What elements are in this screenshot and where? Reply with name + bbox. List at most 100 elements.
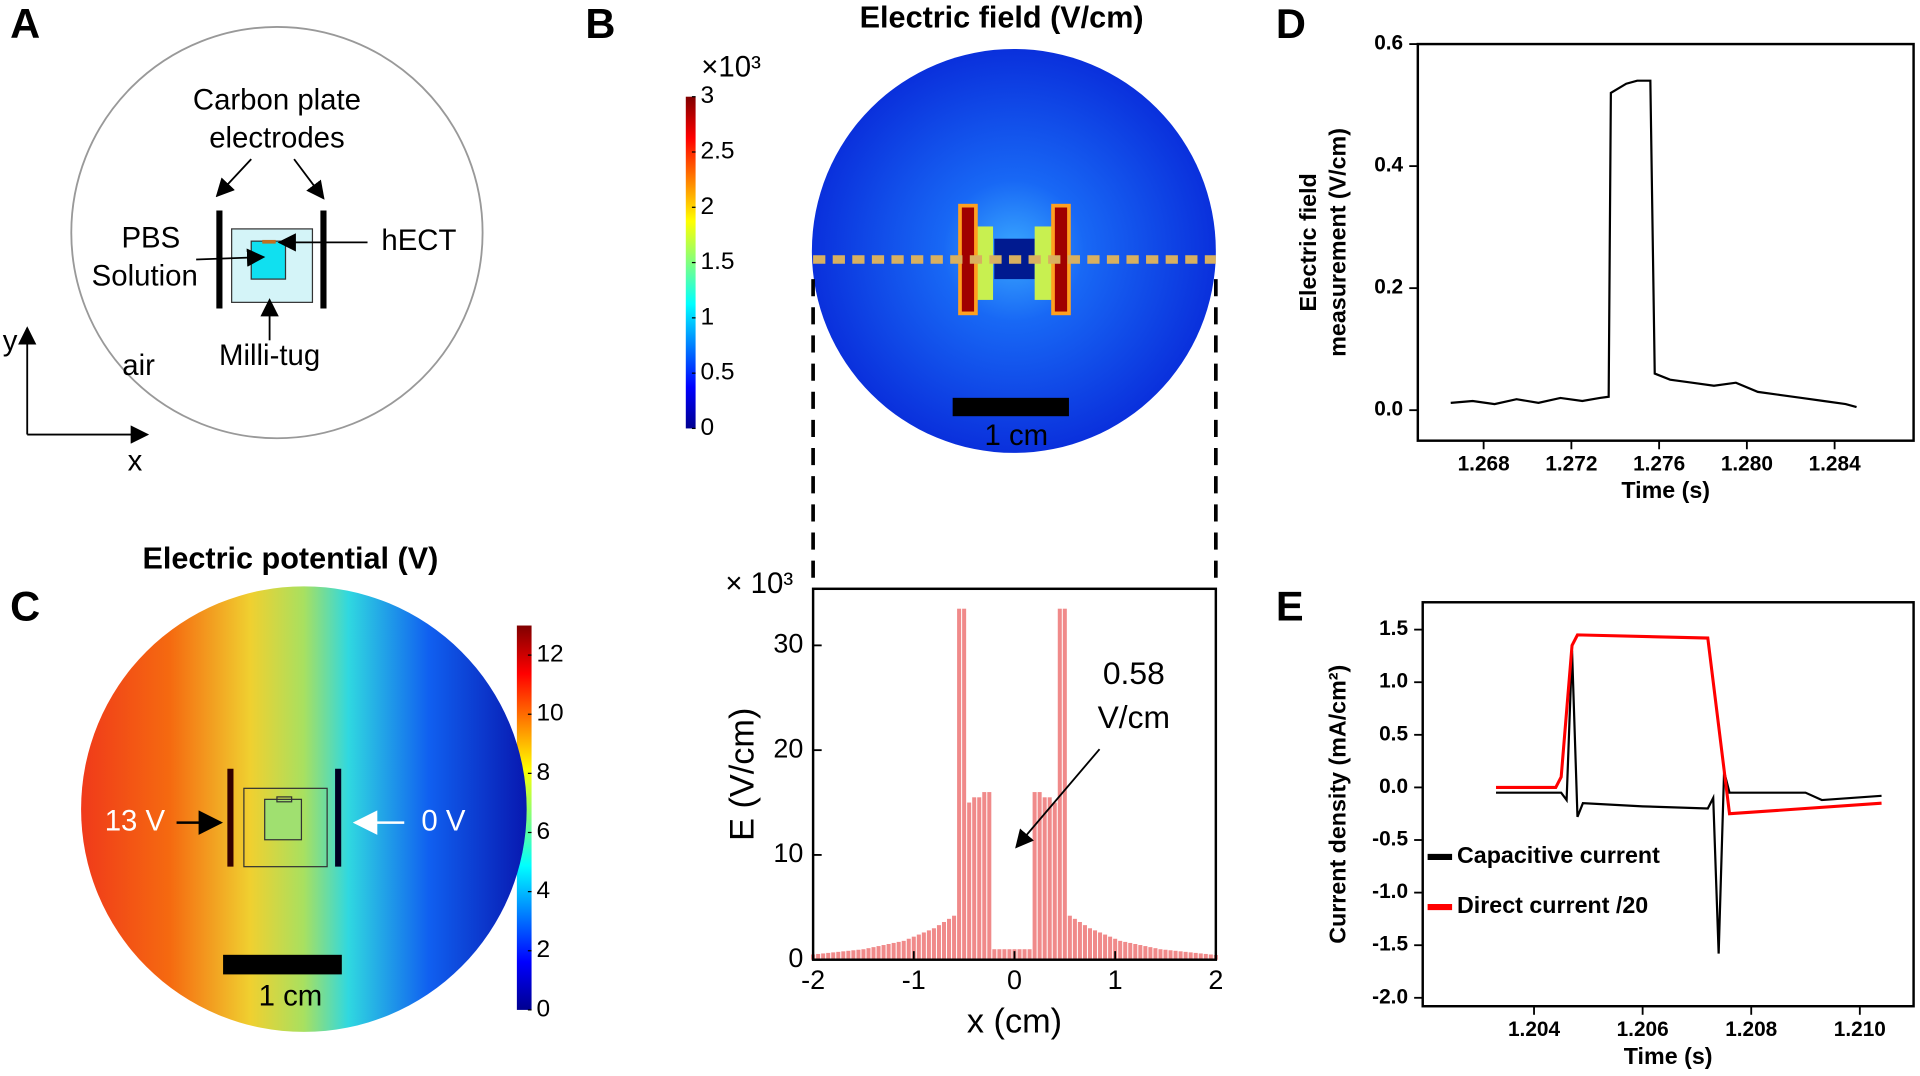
panel-label: A (10, 0, 40, 47)
x-tick-label: 1 (1108, 965, 1123, 995)
bar (982, 792, 987, 960)
y-tick-label: 30 (773, 628, 803, 658)
label: PBS (121, 222, 180, 255)
x-axis-label: x (cm) (967, 1002, 1062, 1040)
x-tick-label: 1.284 (1809, 453, 1861, 476)
bar (1138, 945, 1143, 960)
bar (831, 952, 836, 960)
colorbar-tick-label: 1.5 (700, 248, 734, 275)
bar (896, 941, 901, 960)
bar (1163, 949, 1168, 960)
panel-label: D (1276, 0, 1306, 47)
scale-bar (952, 397, 1069, 417)
annotation-arrow (1015, 748, 1101, 849)
bar (1087, 928, 1092, 960)
title: Electric field (V/cm) (860, 1, 1144, 35)
label: Solution (92, 260, 198, 293)
bar (821, 953, 826, 960)
x-tick-label: -1 (902, 965, 926, 995)
bar (1188, 952, 1193, 960)
bar (901, 940, 906, 960)
bar (866, 948, 871, 960)
x-tick-label: 1.280 (1721, 453, 1773, 476)
bar (861, 949, 866, 960)
bar (886, 943, 891, 960)
bar (916, 934, 921, 960)
bar (1193, 952, 1198, 960)
y-tick-label: 0.0 (1374, 398, 1403, 421)
pbs (250, 240, 287, 280)
bar (841, 951, 846, 960)
x-tick-label: 1.276 (1633, 453, 1685, 476)
bar (846, 950, 851, 960)
panel-labels: A B C D E (10, 0, 1306, 630)
colorbar-tick-label: 0 (536, 995, 550, 1022)
label: x (128, 444, 143, 477)
plot-frame (811, 587, 1218, 961)
colorbar-tick-label: 2 (536, 936, 550, 963)
y-tick-label: -1.0 (1372, 880, 1408, 903)
bar (952, 915, 957, 960)
bar (921, 932, 926, 960)
x-tick-label: 1.206 (1617, 1018, 1669, 1041)
y-tick-label: 1.5 (1379, 617, 1408, 640)
scale-label: 1 cm (259, 979, 323, 1012)
label: 13 V (105, 804, 166, 837)
x-tick-label: 1.272 (1545, 453, 1597, 476)
y-tick-label: 0.0 (1379, 775, 1408, 798)
panel-c-map: Electric potential (V) 13 V 0 V 1 cm (81, 542, 532, 1032)
colorbar-tick-label: 1 (700, 303, 714, 330)
x-tick-label: 2 (1208, 965, 1223, 995)
bar (1067, 915, 1072, 960)
colorbar-tick-label: 6 (536, 818, 550, 845)
y-tick-label: 1.0 (1379, 670, 1408, 693)
bar (1042, 797, 1047, 960)
label: Carbon plate (193, 83, 361, 116)
bar (1178, 951, 1183, 960)
bar (851, 950, 856, 960)
x-axis-label: Time (s) (1621, 477, 1710, 503)
bar (1017, 949, 1022, 960)
scale-bar (223, 954, 342, 975)
colorbar-tick-label: 0 (700, 414, 714, 441)
bar (987, 792, 992, 960)
plot-frame (1416, 42, 1915, 442)
y-tick-label: 20 (773, 733, 803, 763)
colorbar-tick-label: 0.5 (700, 359, 734, 386)
scale-label: 1 cm (984, 419, 1048, 452)
label: Milli-tug (219, 339, 320, 372)
bar (1072, 918, 1077, 960)
arrow (215, 158, 252, 198)
potential-map (81, 586, 527, 1032)
bar (1047, 797, 1052, 960)
line (1496, 650, 1882, 954)
y-axis-label: Electric field (1295, 173, 1321, 311)
y-tick-label: -1.5 (1372, 933, 1408, 956)
bar (936, 925, 941, 960)
bar (1062, 608, 1067, 960)
y-tick-label: 0.6 (1374, 32, 1403, 55)
bar (997, 949, 1002, 960)
y-axis-label: Current density (mA/cm²) (1325, 665, 1351, 944)
bar (836, 951, 841, 960)
legend-label: Direct current /20 (1457, 892, 1648, 918)
label: air (122, 349, 155, 382)
bar (957, 608, 962, 960)
bar (1153, 948, 1158, 960)
colorbar (685, 96, 696, 429)
bar (1208, 954, 1213, 960)
bar (1057, 608, 1062, 960)
region (975, 226, 994, 300)
y-tick-label: 0.5 (1379, 722, 1408, 745)
bar (1128, 942, 1133, 960)
colorbar-tick-label: 10 (536, 700, 563, 727)
bar (1098, 932, 1103, 960)
bar (941, 921, 947, 960)
label: y (3, 325, 18, 358)
milli-tug (243, 787, 328, 868)
x-tick-label: 0 (1007, 965, 1022, 995)
bar (816, 953, 821, 960)
bar (856, 949, 861, 960)
bar (992, 949, 997, 960)
bar (962, 608, 967, 960)
